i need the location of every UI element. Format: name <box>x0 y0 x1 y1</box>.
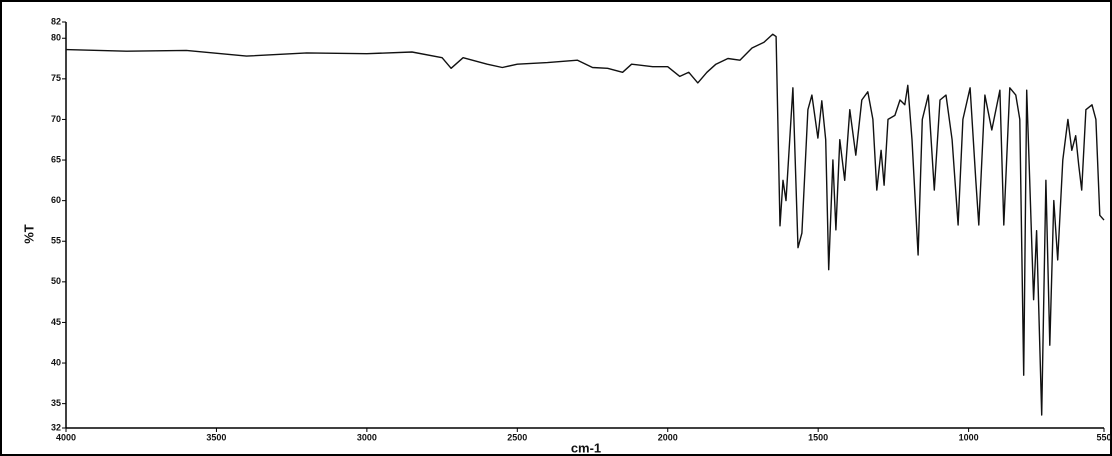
y-tick-label: 70 <box>51 114 61 124</box>
y-tick-label: 75 <box>51 73 61 83</box>
y-tick-label: 60 <box>51 195 61 205</box>
spectrum-line <box>65 33 1105 416</box>
y-tick-label: 80 <box>51 33 61 43</box>
x-tick-label: 2000 <box>658 432 678 442</box>
y-tick-label: 35 <box>51 398 61 408</box>
y-tick-label: 40 <box>51 357 61 367</box>
x-tick-label: 550 <box>1096 432 1111 442</box>
x-tick-label: 3000 <box>357 432 377 442</box>
x-tick-label: 4000 <box>56 432 76 442</box>
y-tick-label: 82 <box>51 16 61 26</box>
x-axis-label: cm-1 <box>571 440 601 455</box>
y-tick-label: 65 <box>51 154 61 164</box>
y-tick-label: 55 <box>51 236 61 246</box>
y-tick-label: 45 <box>51 317 61 327</box>
x-tick-label: 3500 <box>206 432 226 442</box>
x-tick-label: 1500 <box>808 432 828 442</box>
x-tick-label: 2500 <box>507 432 527 442</box>
x-tick-label: 1000 <box>959 432 979 442</box>
y-axis-label: %T <box>21 224 36 244</box>
y-tick-label: 32 <box>51 422 61 432</box>
y-tick-label: 50 <box>51 276 61 286</box>
